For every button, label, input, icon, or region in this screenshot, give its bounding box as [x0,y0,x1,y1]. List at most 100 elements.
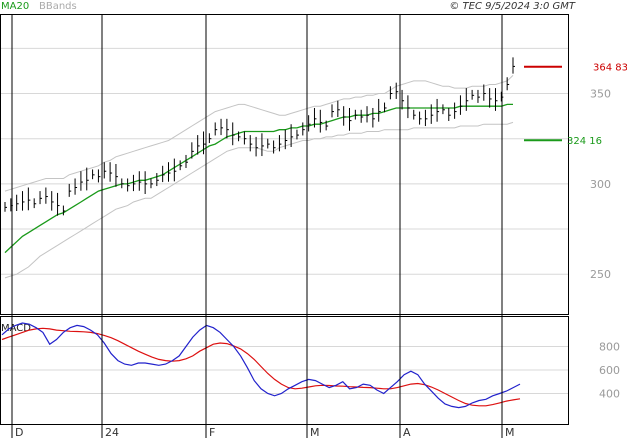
price-bar [167,162,171,182]
bbands-series [4,75,514,279]
price-bar [477,89,480,103]
price-bar [436,98,440,122]
marker-lower-label: 324 16 [567,136,602,147]
price-bar [389,86,393,100]
price-bar [232,122,235,146]
x-axis: D 24 F M A M [11,14,515,439]
bbands-legend: BBands [39,1,77,12]
price-bar [401,89,405,110]
main-grid [1,47,568,275]
price-bar [354,109,358,120]
price-bar [249,135,253,152]
price-bar [127,178,130,192]
price-bar [226,118,229,139]
macd-y-tick-label: 800 [599,341,620,354]
y-tick-label: 300 [590,178,611,191]
macd-grid [1,346,568,394]
marker-upper-label: 364 83 [593,63,627,74]
price-bar [273,140,276,154]
price-series [4,57,515,216]
price-bar [419,111,422,125]
x-tick-label: D [15,426,23,439]
macd-line [1,322,521,409]
price-bar [208,133,212,144]
price-bar [424,109,428,127]
price-bar [465,88,469,111]
price-bar [494,88,498,111]
price-bar [313,107,317,128]
price-bar [80,171,83,191]
price-bar [366,106,370,123]
price-bar [197,135,200,155]
price-bar [74,178,78,195]
source-label: © TEC 9/5/2024 3:0 GMT [449,1,576,12]
price-bar [378,98,381,122]
y-tick-label: 250 [590,268,611,281]
price-bar [97,169,101,183]
price-bar [302,122,305,136]
ma20-line [4,103,513,254]
price-bar [448,107,451,121]
price-bar [284,129,288,150]
price-bar [360,109,364,123]
ma20-legend: MA20 [1,1,29,12]
price-bar [506,77,510,91]
price-bar [57,192,60,216]
price-bar [459,95,463,115]
main-frame [0,14,569,315]
price-bar [33,198,37,209]
price-bar [238,131,241,142]
price-bar [51,191,54,211]
price-bar [331,104,334,118]
bband-lower-line [4,121,514,279]
price-bar [4,201,7,212]
ma20-series [4,103,513,254]
price-bar [325,120,329,131]
price-bar [343,106,346,126]
price-bar [185,154,189,168]
macd-series [1,322,521,409]
price-bar [395,82,399,99]
price-bar [173,158,177,182]
level-markers: 364 83 324 16 [524,63,627,147]
x-tick-label: M [505,426,515,439]
price-bar [454,102,457,119]
x-tick-label: M [310,426,320,439]
price-bar [214,122,218,136]
x-tick-label: 24 [105,426,119,439]
price-bar [489,88,492,108]
x-tick-label: A [403,426,411,439]
price-bar [384,102,387,113]
price-bar [39,191,43,205]
price-bar [261,133,264,157]
price-bar [150,178,153,189]
price-bar [144,171,148,194]
price-bar [86,167,89,191]
bband-upper-line [4,75,514,192]
price-bar [121,178,124,189]
y-tick-label: 350 [590,88,611,101]
price-bar [512,57,515,74]
price-bar [68,183,72,197]
price-bar [319,109,323,133]
price-bar [308,115,311,132]
price-bar [290,124,294,148]
price-bar [442,104,445,115]
price-bar [27,187,31,211]
main-y-axis: 350 300 250 [590,88,611,282]
price-bar [483,84,486,101]
price-bar [103,162,107,179]
price-bar [267,138,270,149]
price-bar [45,187,48,204]
price-bar [16,194,19,211]
price-bar [407,95,410,119]
price-bar [203,131,206,155]
price-bar [92,169,95,180]
price-bar [62,205,66,216]
price-bar [220,118,224,136]
price-bar [132,174,136,192]
price-bar [372,107,375,128]
macd-frame [0,316,569,425]
price-bar [337,100,340,118]
